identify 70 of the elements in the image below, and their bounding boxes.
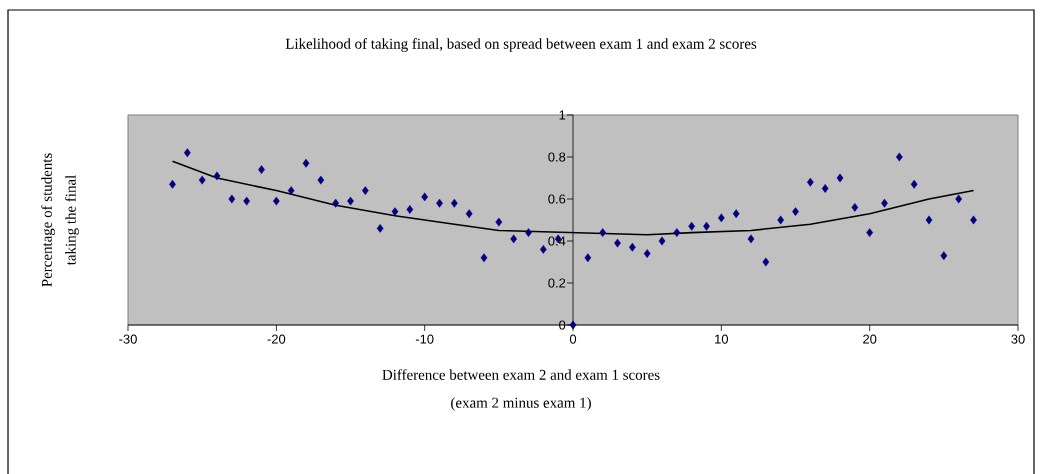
y-tick-label: 0.4 <box>548 236 566 246</box>
point <box>599 228 607 237</box>
y-tick-label: 0 <box>559 320 566 330</box>
point <box>361 186 369 195</box>
point <box>955 194 963 204</box>
point <box>198 175 206 185</box>
y-axis-title: Percentage of students taking the final <box>41 153 79 287</box>
chart-title: Likelihood of taking final, based on spread between exam 1 and exam 2 scores <box>285 38 757 52</box>
point <box>258 165 265 174</box>
point <box>614 238 621 248</box>
y-tick-label: 0.8 <box>548 152 566 162</box>
point <box>717 213 725 223</box>
point <box>317 175 325 185</box>
point <box>762 257 770 267</box>
point <box>629 242 636 252</box>
point <box>584 253 592 263</box>
point <box>895 152 903 162</box>
y-tick-label: 0.6 <box>548 194 566 204</box>
x-tick-label: 0 <box>569 334 577 344</box>
point <box>169 179 176 189</box>
x-axis-title: Difference between exam 2 and exam 1 scores (exam 2 minus exam 1) <box>382 369 660 411</box>
point <box>273 196 280 206</box>
point <box>688 221 696 231</box>
point <box>480 253 488 263</box>
point <box>703 221 710 231</box>
point <box>851 202 859 212</box>
point <box>881 198 888 208</box>
point <box>347 196 354 206</box>
point <box>495 217 503 227</box>
y-tick-label: 1 <box>559 110 566 120</box>
point <box>806 177 814 187</box>
point <box>332 198 340 208</box>
point <box>421 192 429 202</box>
point <box>836 173 844 183</box>
point <box>391 207 399 216</box>
point <box>925 215 933 225</box>
point <box>287 186 295 195</box>
x-tick-label: -10 <box>415 334 434 344</box>
point <box>184 148 191 158</box>
y-tick-label: 0.2 <box>548 278 566 288</box>
point <box>302 158 310 168</box>
point <box>866 228 874 237</box>
point <box>732 209 740 219</box>
x-tick-label: 10 <box>715 334 729 344</box>
point <box>940 251 948 261</box>
point <box>465 209 473 219</box>
point <box>540 244 547 254</box>
point <box>510 234 518 244</box>
point <box>658 236 666 246</box>
point <box>747 234 755 244</box>
point <box>228 194 236 204</box>
point <box>569 320 577 330</box>
point <box>821 184 829 193</box>
point <box>777 215 785 225</box>
x-tick-label: 30 <box>1011 334 1025 344</box>
point <box>525 228 532 237</box>
point <box>406 205 414 214</box>
point <box>376 223 384 233</box>
x-tick-label: -20 <box>267 334 286 344</box>
point <box>970 215 977 225</box>
point <box>450 198 458 208</box>
point <box>673 228 681 237</box>
point <box>436 198 443 208</box>
point <box>910 179 918 189</box>
point <box>213 171 221 181</box>
point <box>792 207 799 216</box>
point <box>243 196 251 206</box>
point <box>643 249 651 258</box>
x-tick-label: 20 <box>863 334 877 344</box>
x-tick-label: -30 <box>119 334 137 344</box>
